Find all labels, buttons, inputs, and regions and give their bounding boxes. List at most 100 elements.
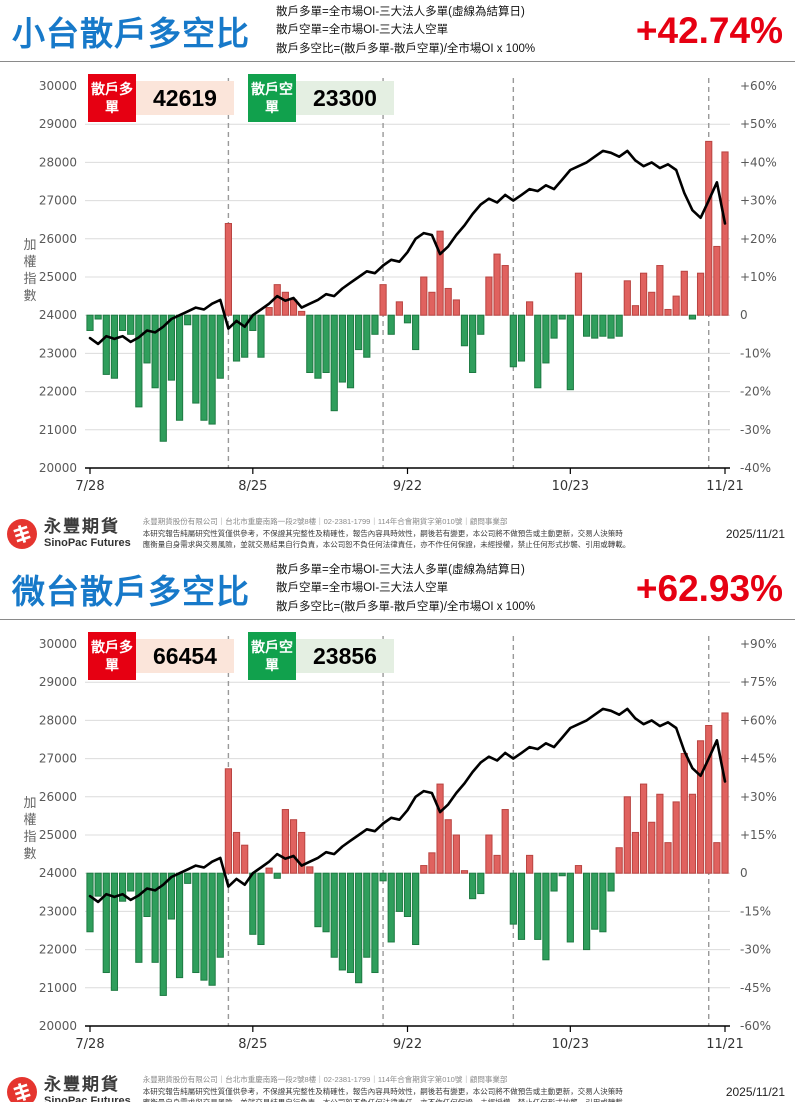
svg-text:11/21: 11/21 <box>706 1037 743 1052</box>
svg-text:26000: 26000 <box>39 790 77 804</box>
svg-text:-60%: -60% <box>740 1019 771 1033</box>
ratio-value: +42.74% <box>635 9 783 51</box>
panel-header: 微台散戶多空比 散戶多單=全市場OI-三大法人多單(虛線為結算日) 散戶空單=全… <box>0 558 795 620</box>
svg-text:9/22: 9/22 <box>393 479 422 494</box>
svg-text:數: 數 <box>23 847 36 862</box>
svg-text:21000: 21000 <box>39 423 77 437</box>
svg-text:加: 加 <box>23 796 36 811</box>
svg-text:10/23: 10/23 <box>552 479 589 494</box>
formula-line-ratio: 散戶多空比=(散戶多單-散戶空單)/全市場OI x 100% <box>276 600 536 613</box>
retail-long-value: 42619 <box>136 81 234 115</box>
panel-title: 微台散戶多空比 <box>12 572 250 610</box>
svg-text:+20%: +20% <box>740 232 777 246</box>
sinopac-logo-icon <box>6 518 38 550</box>
svg-text:22000: 22000 <box>39 385 77 399</box>
retail-short-label: 散戶空單 <box>248 74 296 122</box>
svg-text:-20%: -20% <box>740 385 771 399</box>
svg-text:25000: 25000 <box>39 828 77 842</box>
svg-text:指: 指 <box>23 272 36 287</box>
svg-text:+90%: +90% <box>740 637 777 651</box>
svg-text:+60%: +60% <box>740 713 777 727</box>
svg-text:+30%: +30% <box>740 790 777 804</box>
svg-text:30000: 30000 <box>39 637 77 651</box>
svg-text:27000: 27000 <box>39 194 77 208</box>
svg-text:20000: 20000 <box>39 461 77 475</box>
svg-text:28000: 28000 <box>39 155 77 169</box>
svg-text:28000: 28000 <box>39 713 77 727</box>
svg-text:24000: 24000 <box>39 866 77 880</box>
svg-text:+45%: +45% <box>740 752 777 766</box>
disclaimer: 永豐期貨股份有限公司｜台北市重慶南路一段2號8樓｜02-2381-1799｜11… <box>143 516 631 551</box>
brand-name-zh: 永豐期貨 <box>44 1075 120 1095</box>
retail-short-badge: 散戶空單 23856 <box>248 632 394 680</box>
svg-text:0: 0 <box>740 308 748 322</box>
formula-line-ratio: 散戶多空比=(散戶多單-散戶空單)/全市場OI x 100% <box>276 42 536 55</box>
svg-text:-10%: -10% <box>740 346 771 360</box>
svg-text:23000: 23000 <box>39 346 77 360</box>
retail-short-value: 23856 <box>296 639 394 673</box>
brand-name-en: SinoPac Futures <box>44 536 131 549</box>
formula-notes: 散戶多單=全市場OI-三大法人多單(虛線為結算日) 散戶空單=全市場OI-三大法… <box>276 561 535 617</box>
report-panel-mini: 小台散戶多空比 散戶多單=全市場OI-三大法人多單(虛線為結算日) 散戶空單=全… <box>0 0 795 558</box>
brand-block: 永豐期貨 SinoPac Futures <box>44 517 131 549</box>
svg-text:24000: 24000 <box>39 308 77 322</box>
panel-header: 小台散戶多空比 散戶多單=全市場OI-三大法人多單(虛線為結算日) 散戶空單=全… <box>0 0 795 62</box>
svg-text:指: 指 <box>23 830 36 845</box>
formula-line-short: 散戶空單=全市場OI-三大法人空單 <box>276 582 449 595</box>
disclaimer-line: 本研究報告純屬研究性質僅供參考，不保證其完整性及精確性，報告內容具時效性，嗣後若… <box>142 528 623 538</box>
svg-text:29000: 29000 <box>39 117 77 131</box>
ratio-value: +62.93% <box>635 567 783 609</box>
retail-long-badge: 散戶多單 42619 <box>88 74 234 122</box>
formula-line-long: 散戶多單=全市場OI-三大法人多單(虛線為結算日) <box>276 563 525 576</box>
svg-text:0: 0 <box>740 866 748 880</box>
panel-footer: 永豐期貨 SinoPac Futures 永豐期貨股份有限公司｜台北市重慶南路一… <box>0 507 795 558</box>
position-badges: 散戶多單 42619 散戶空單 23300 <box>88 74 408 122</box>
disclaimer-line: 本研究報告純屬研究性質僅供參考，不保證其完整性及精確性，報告內容具時效性，嗣後若… <box>142 1086 623 1096</box>
retail-short-badge: 散戶空單 23300 <box>248 74 394 122</box>
report-panel-micro: 微台散戶多空比 散戶多單=全市場OI-三大法人多單(虛線為結算日) 散戶空單=全… <box>0 558 795 1102</box>
svg-text:27000: 27000 <box>39 752 77 766</box>
svg-text:權: 權 <box>23 255 36 270</box>
svg-text:26000: 26000 <box>39 232 77 246</box>
formula-notes: 散戶多單=全市場OI-三大法人多單(虛線為結算日) 散戶空單=全市場OI-三大法… <box>276 3 535 59</box>
retail-long-label: 散戶多單 <box>88 74 136 122</box>
svg-text:+10%: +10% <box>740 270 777 284</box>
chart-canvas: 20000 21000 22000 23000 24000 25000 26000 27000… <box>23 636 777 1052</box>
chart-area: 20000 21000 22000 23000 24000 25000 26000 27000… <box>0 620 795 1065</box>
svg-text:+15%: +15% <box>740 828 777 842</box>
formula-line-short: 散戶空單=全市場OI-三大法人空單 <box>276 24 449 37</box>
chart-area: 20000 21000 22000 23000 24000 25000 26000 27000… <box>0 62 795 507</box>
brand-name-en: SinoPac Futures <box>44 1094 131 1102</box>
svg-text:11/21: 11/21 <box>706 479 743 494</box>
svg-text:22000: 22000 <box>39 943 77 957</box>
retail-long-value: 66454 <box>136 639 234 673</box>
panel-footer: 永豐期貨 SinoPac Futures 永豐期貨股份有限公司｜台北市重慶南路一… <box>0 1065 795 1102</box>
disclaimer-line: 永豐期貨股份有限公司｜台北市重慶南路一段2號8樓｜02-2381-1799｜11… <box>142 1075 508 1085</box>
brand-block: 永豐期貨 SinoPac Futures <box>44 1075 131 1102</box>
disclaimer-line: 永豐期貨股份有限公司｜台北市重慶南路一段2號8樓｜02-2381-1799｜11… <box>142 517 508 527</box>
svg-text:29000: 29000 <box>39 675 77 689</box>
retail-short-label: 散戶空單 <box>248 632 296 680</box>
svg-text:-15%: -15% <box>740 904 771 918</box>
svg-text:+60%: +60% <box>740 79 777 93</box>
svg-text:23000: 23000 <box>39 904 77 918</box>
brand-name-zh: 永豐期貨 <box>44 517 120 537</box>
disclaimer: 永豐期貨股份有限公司｜台北市重慶南路一段2號8樓｜02-2381-1799｜11… <box>143 1074 631 1102</box>
svg-text:21000: 21000 <box>39 981 77 995</box>
svg-text:+75%: +75% <box>740 675 777 689</box>
retail-long-label: 散戶多單 <box>88 632 136 680</box>
svg-text:-45%: -45% <box>740 981 771 995</box>
svg-text:30000: 30000 <box>39 79 77 93</box>
report-date: 2025/11/21 <box>725 1084 785 1099</box>
svg-text:數: 數 <box>23 289 36 304</box>
svg-text:+50%: +50% <box>740 117 777 131</box>
formula-line-long: 散戶多單=全市場OI-三大法人多單(虛線為結算日) <box>276 5 525 18</box>
svg-text:8/25: 8/25 <box>238 1037 267 1052</box>
report-date: 2025/11/21 <box>725 526 785 541</box>
svg-text:25000: 25000 <box>39 270 77 284</box>
panel-title: 小台散戶多空比 <box>12 14 250 52</box>
position-badges: 散戶多單 66454 散戶空單 23856 <box>88 632 408 680</box>
svg-text:7/28: 7/28 <box>75 479 104 494</box>
svg-text:+40%: +40% <box>740 155 777 169</box>
svg-text:7/28: 7/28 <box>75 1037 104 1052</box>
